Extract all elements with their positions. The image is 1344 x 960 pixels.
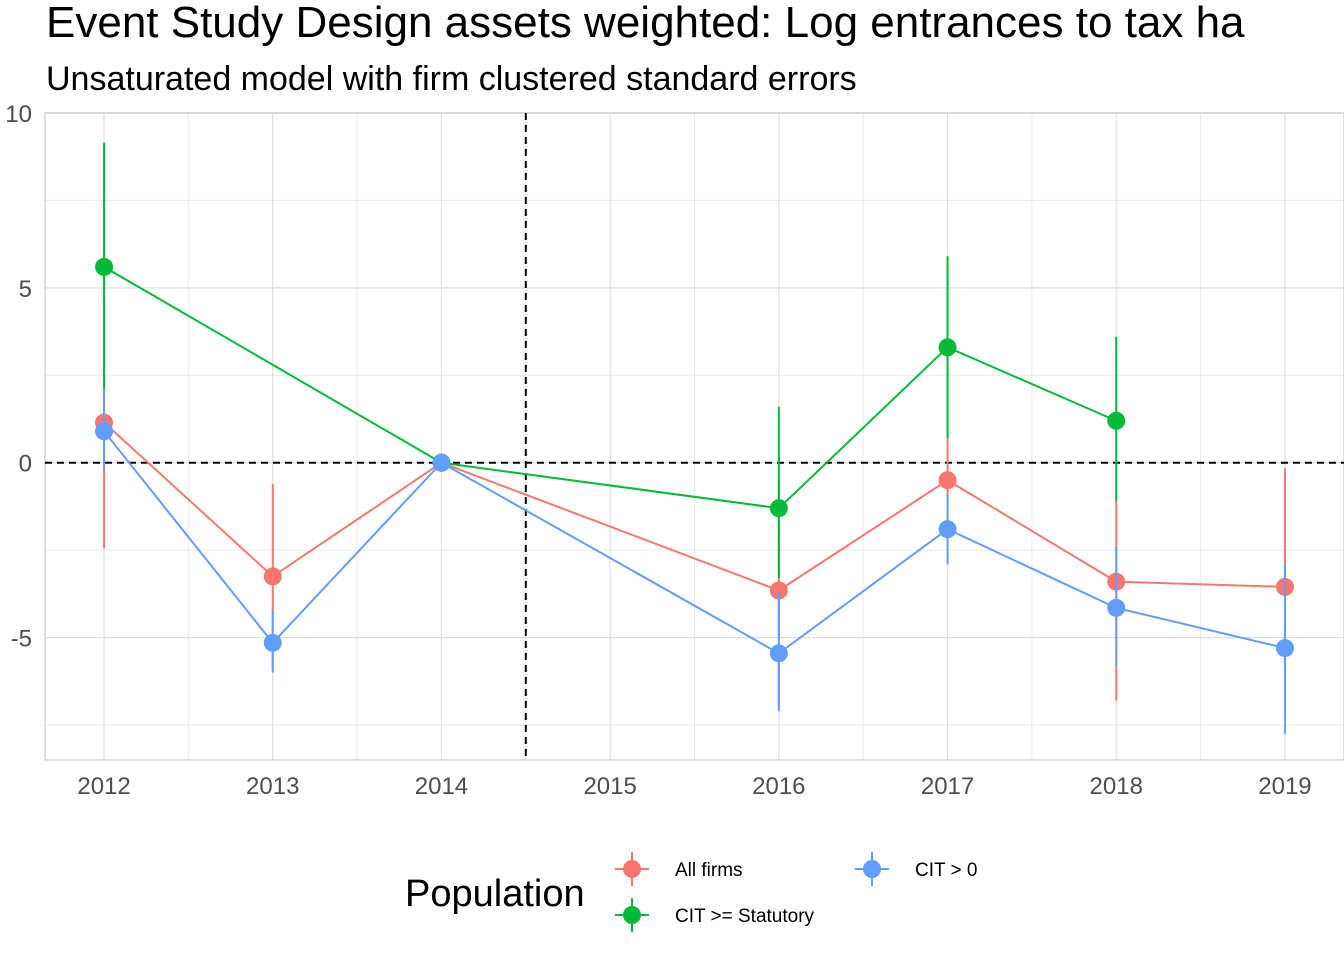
- y-tick-label: 0: [19, 451, 32, 478]
- y-tick-label: 5: [19, 276, 32, 303]
- x-tick-label: 2013: [246, 773, 299, 800]
- plot-panel: 2012 2013 2014 2015 2016 2017 2018 2019 10 5 0 -5: [5, 101, 1344, 800]
- x-tick-label: 2019: [1258, 773, 1311, 800]
- legend-key-point: [863, 860, 881, 878]
- x-tick-label: 2014: [415, 773, 468, 800]
- data-point: [95, 422, 114, 441]
- y-tick-label: 10: [5, 101, 32, 128]
- data-point: [938, 338, 957, 357]
- data-point: [769, 581, 788, 600]
- legend-title: Population: [405, 873, 585, 915]
- legend-key: [615, 898, 649, 932]
- x-tick-label: 2015: [583, 773, 636, 800]
- data-point: [1275, 639, 1294, 658]
- panel-border: [44, 112, 1344, 761]
- data-point: [1107, 411, 1126, 430]
- data-point: [769, 499, 788, 518]
- x-tick-label: 2018: [1090, 773, 1143, 800]
- legend-key: [615, 852, 649, 886]
- x-tick-label: 2012: [77, 773, 130, 800]
- legend-label: CIT > 0: [915, 860, 977, 881]
- x-tick-label: 2017: [921, 773, 974, 800]
- data-point: [769, 644, 788, 663]
- data-point: [95, 257, 114, 276]
- chart-title: Event Study Design assets weighted: Log …: [46, 0, 1245, 47]
- legend-key-point: [623, 906, 641, 924]
- series-cit-0: [95, 389, 1294, 734]
- legend-key-point: [623, 860, 641, 878]
- x-tick-label: 2016: [752, 773, 805, 800]
- data-point: [938, 471, 957, 490]
- legend-key: [855, 852, 889, 886]
- legend-label: All firms: [675, 860, 743, 881]
- legend-label: CIT >= Statutory: [675, 906, 815, 927]
- data-point: [263, 633, 282, 652]
- data-point: [938, 520, 957, 539]
- data-point: [263, 567, 282, 586]
- chart-subtitle: Unsaturated model with firm clustered st…: [46, 60, 857, 98]
- data-point: [1107, 598, 1126, 617]
- legend: Population All firms CIT >= Statutory CIT >…: [405, 852, 977, 932]
- y-tick-label: -5: [11, 626, 32, 653]
- data-point: [432, 453, 451, 472]
